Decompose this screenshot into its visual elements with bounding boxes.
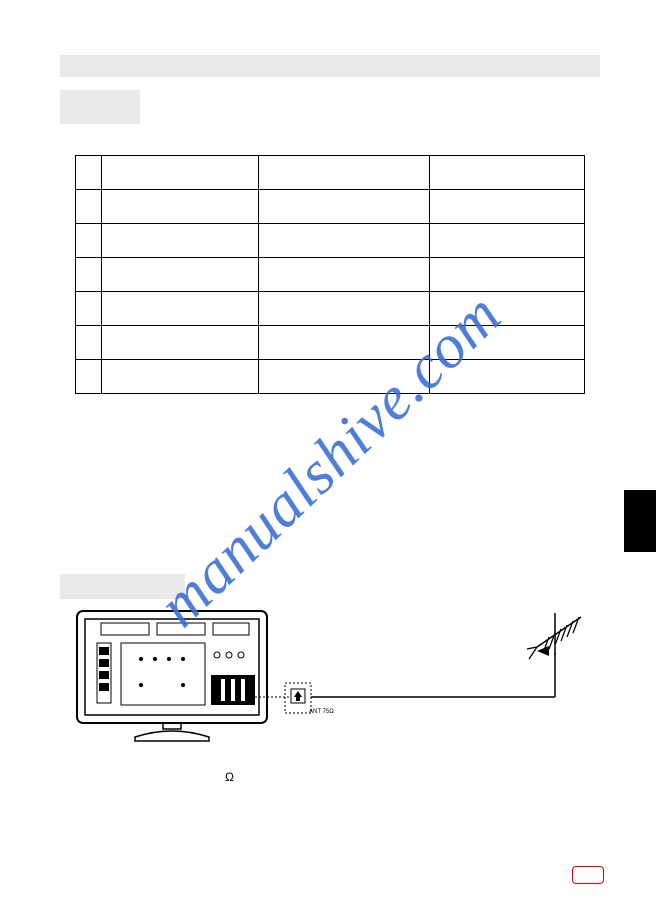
antenna-diagram: ANT 75Ω <box>75 605 585 750</box>
signal-arrow-icon <box>537 646 549 656</box>
table-row <box>76 258 585 292</box>
table-row <box>76 224 585 258</box>
table-row <box>76 326 585 360</box>
tv-rear-icon <box>77 611 267 741</box>
omega-symbol: Ω <box>225 770 234 784</box>
table-row <box>76 292 585 326</box>
page-root: ANT 75Ω Ω manualshive.com <box>0 0 656 920</box>
antenna-input-icon <box>291 689 305 703</box>
content-table <box>75 155 585 394</box>
subsection-bar-2 <box>60 574 185 599</box>
watermark-text: manualshive.com <box>0 21 656 898</box>
table-row <box>76 190 585 224</box>
section-side-tab <box>624 490 656 552</box>
subsection-bar-1 <box>60 90 140 124</box>
ant-label: ANT 75Ω <box>309 709 334 715</box>
outdoor-antenna-icon <box>527 613 581 659</box>
table-row <box>76 156 585 190</box>
page-number-badge <box>572 866 604 884</box>
section-title-bar <box>60 55 600 77</box>
table-row <box>76 360 585 394</box>
